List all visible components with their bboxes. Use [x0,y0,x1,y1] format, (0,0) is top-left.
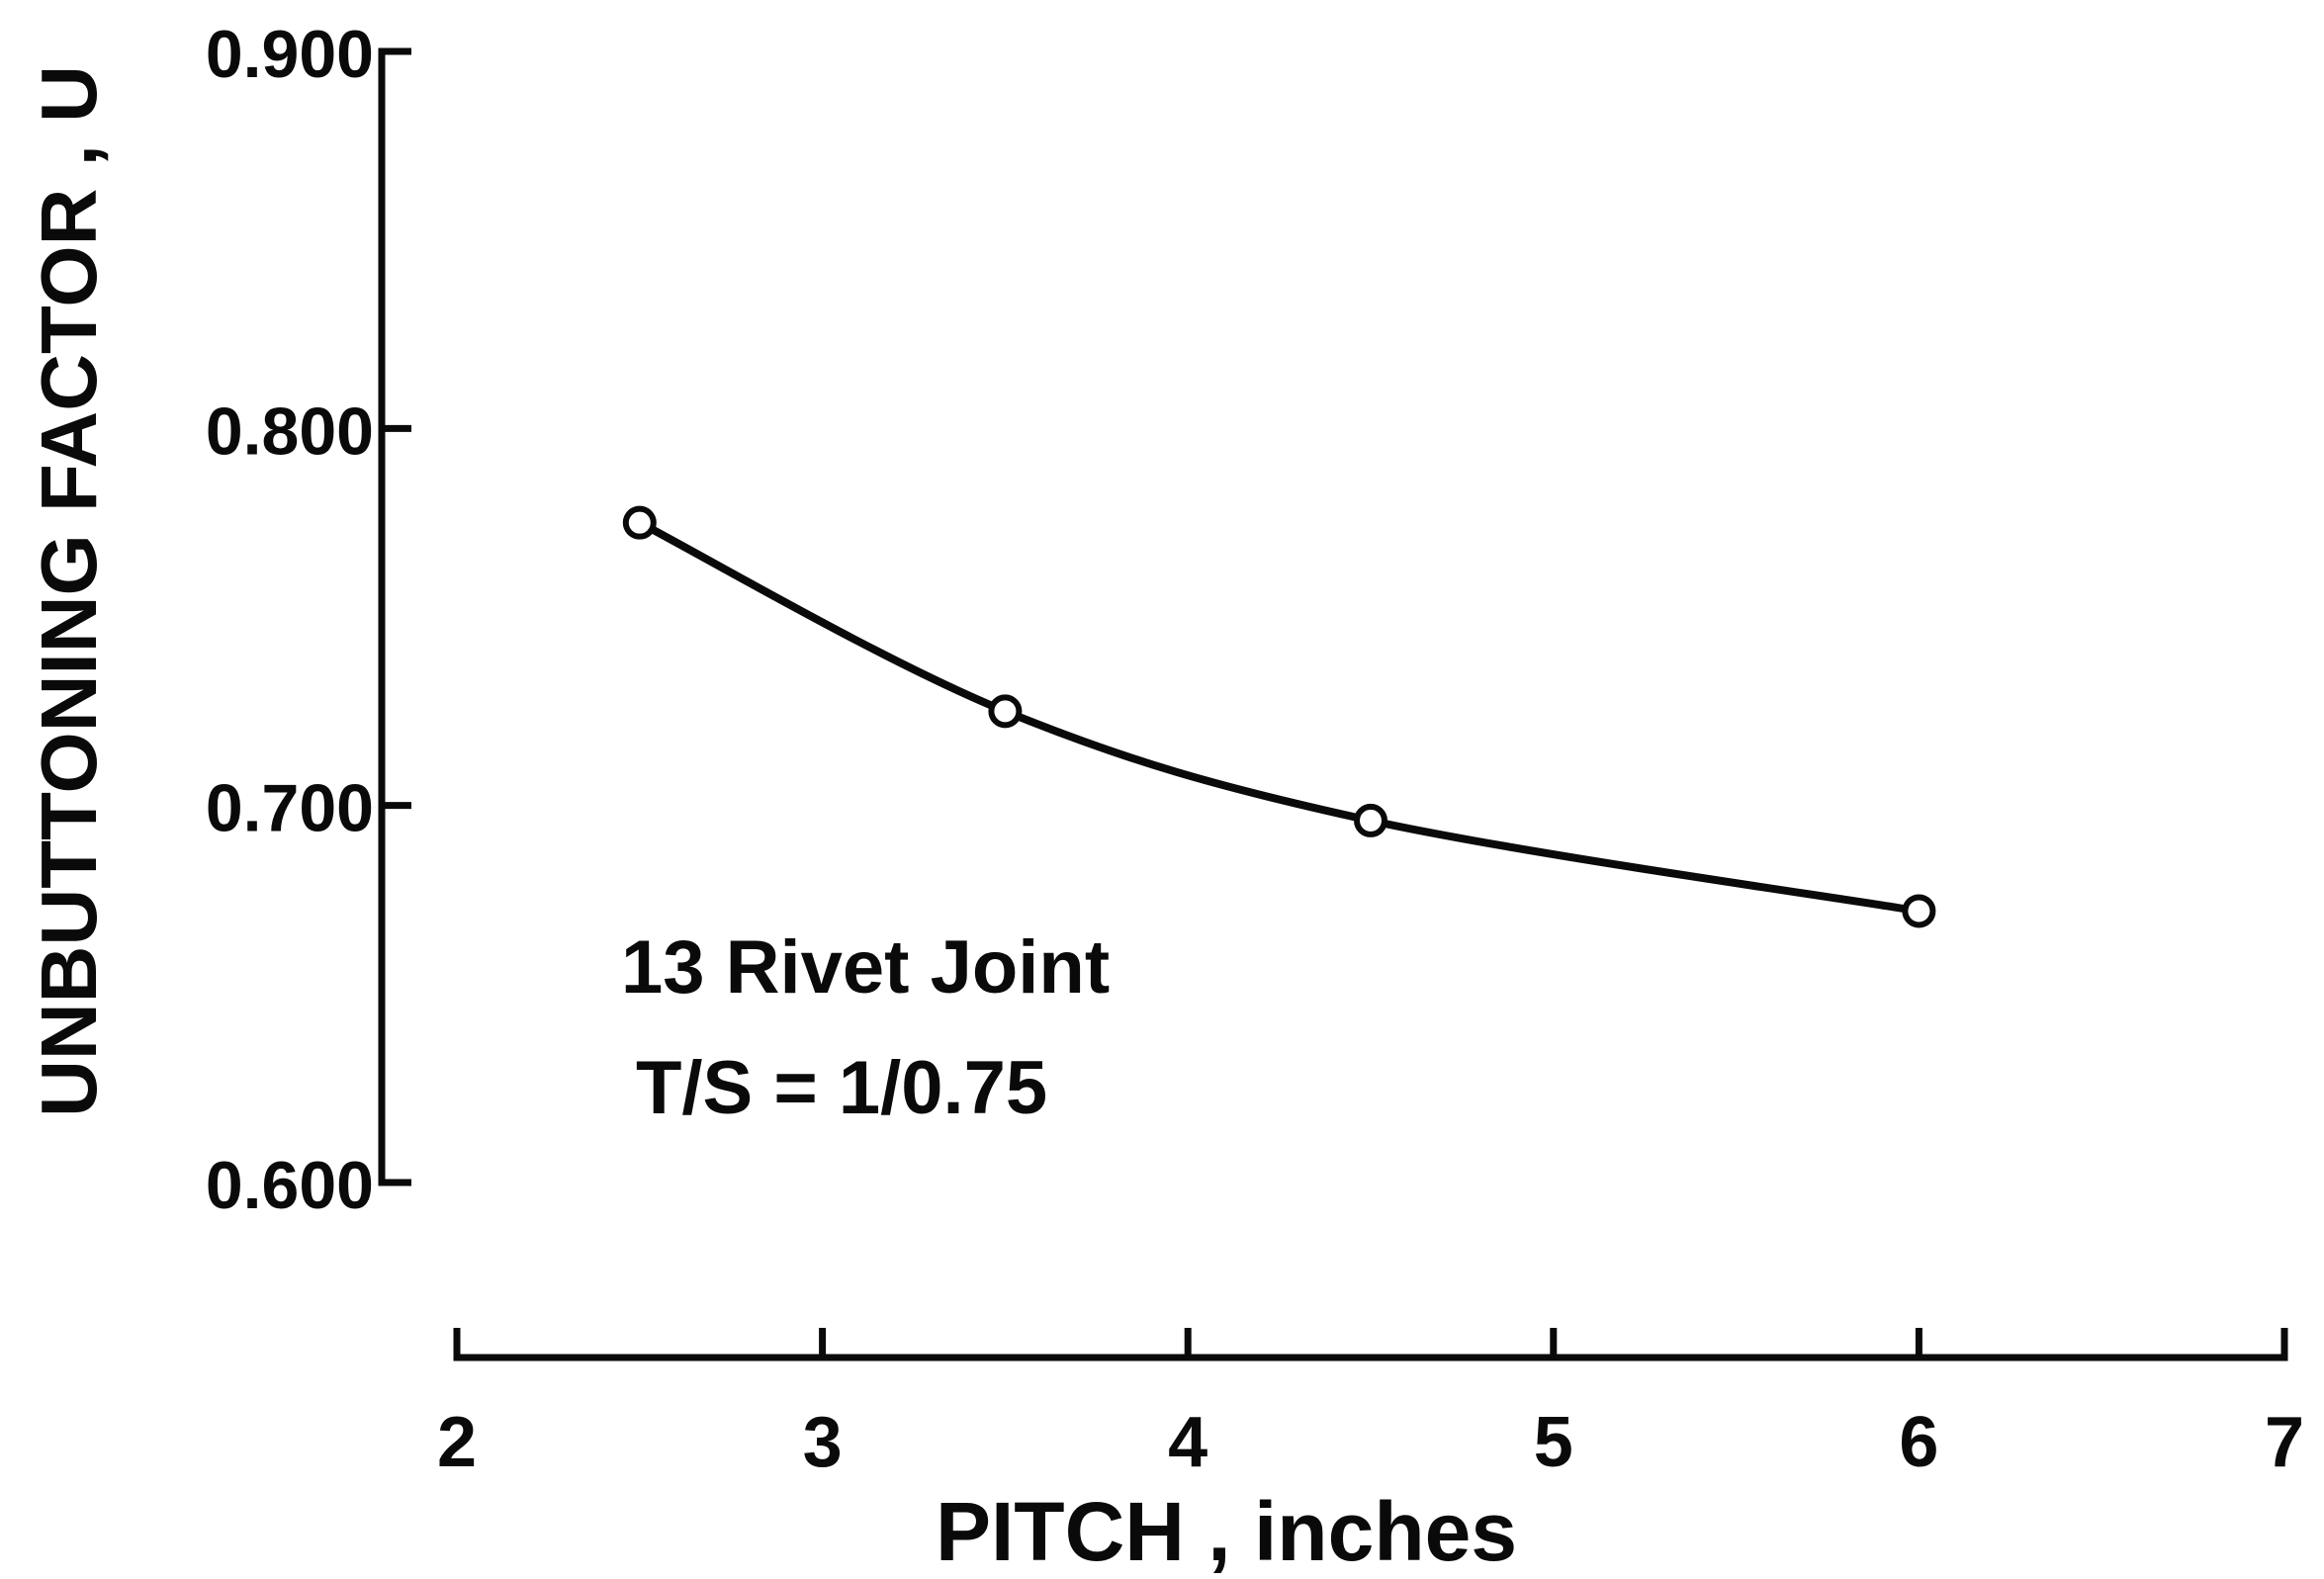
series-line [635,518,1923,916]
x-tick-label: 4 [1168,1403,1207,1482]
x-tick-label: 2 [437,1403,477,1482]
y-axis: 0.600 0.700 0.800 0.900 [206,17,411,1223]
annotation-ts-ratio: T/S = 1/0.75 [636,1046,1047,1130]
annotation-joint: 13 Rivet Joint [621,925,1110,1009]
data-point [1902,894,1936,928]
x-axis-label: PITCH , inches [936,1485,1517,1578]
y-axis-label: UNBUTTONING FACTOR , U [25,65,113,1117]
data-point [622,505,657,540]
x-axis: 2 3 4 5 6 7 [437,1328,2304,1482]
y-tick-label: 0.900 [206,17,374,92]
y-tick-label: 0.600 [206,1148,374,1223]
data-point [988,694,1023,729]
y-tick-label: 0.800 [206,394,374,469]
x-tick-label: 7 [2265,1403,2304,1482]
x-tick-label: 3 [803,1403,843,1482]
data-point [1354,803,1387,837]
data-series [622,505,1936,928]
x-tick-label: 6 [1899,1403,1938,1482]
x-tick-label: 5 [1534,1403,1573,1482]
y-tick-label: 0.700 [206,771,374,846]
